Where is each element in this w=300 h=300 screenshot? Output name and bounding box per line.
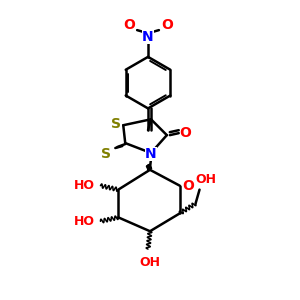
Text: O: O <box>161 18 173 32</box>
Text: OH: OH <box>140 256 160 269</box>
Text: S: S <box>111 117 121 131</box>
Text: O: O <box>123 18 135 32</box>
Text: OH: OH <box>195 173 216 186</box>
Text: O: O <box>183 179 195 193</box>
Text: HO: HO <box>74 179 95 192</box>
Text: S: S <box>101 147 111 161</box>
Text: N: N <box>142 30 154 44</box>
Text: N: N <box>145 147 157 161</box>
Text: HO: HO <box>74 215 95 228</box>
Text: O: O <box>180 126 192 140</box>
